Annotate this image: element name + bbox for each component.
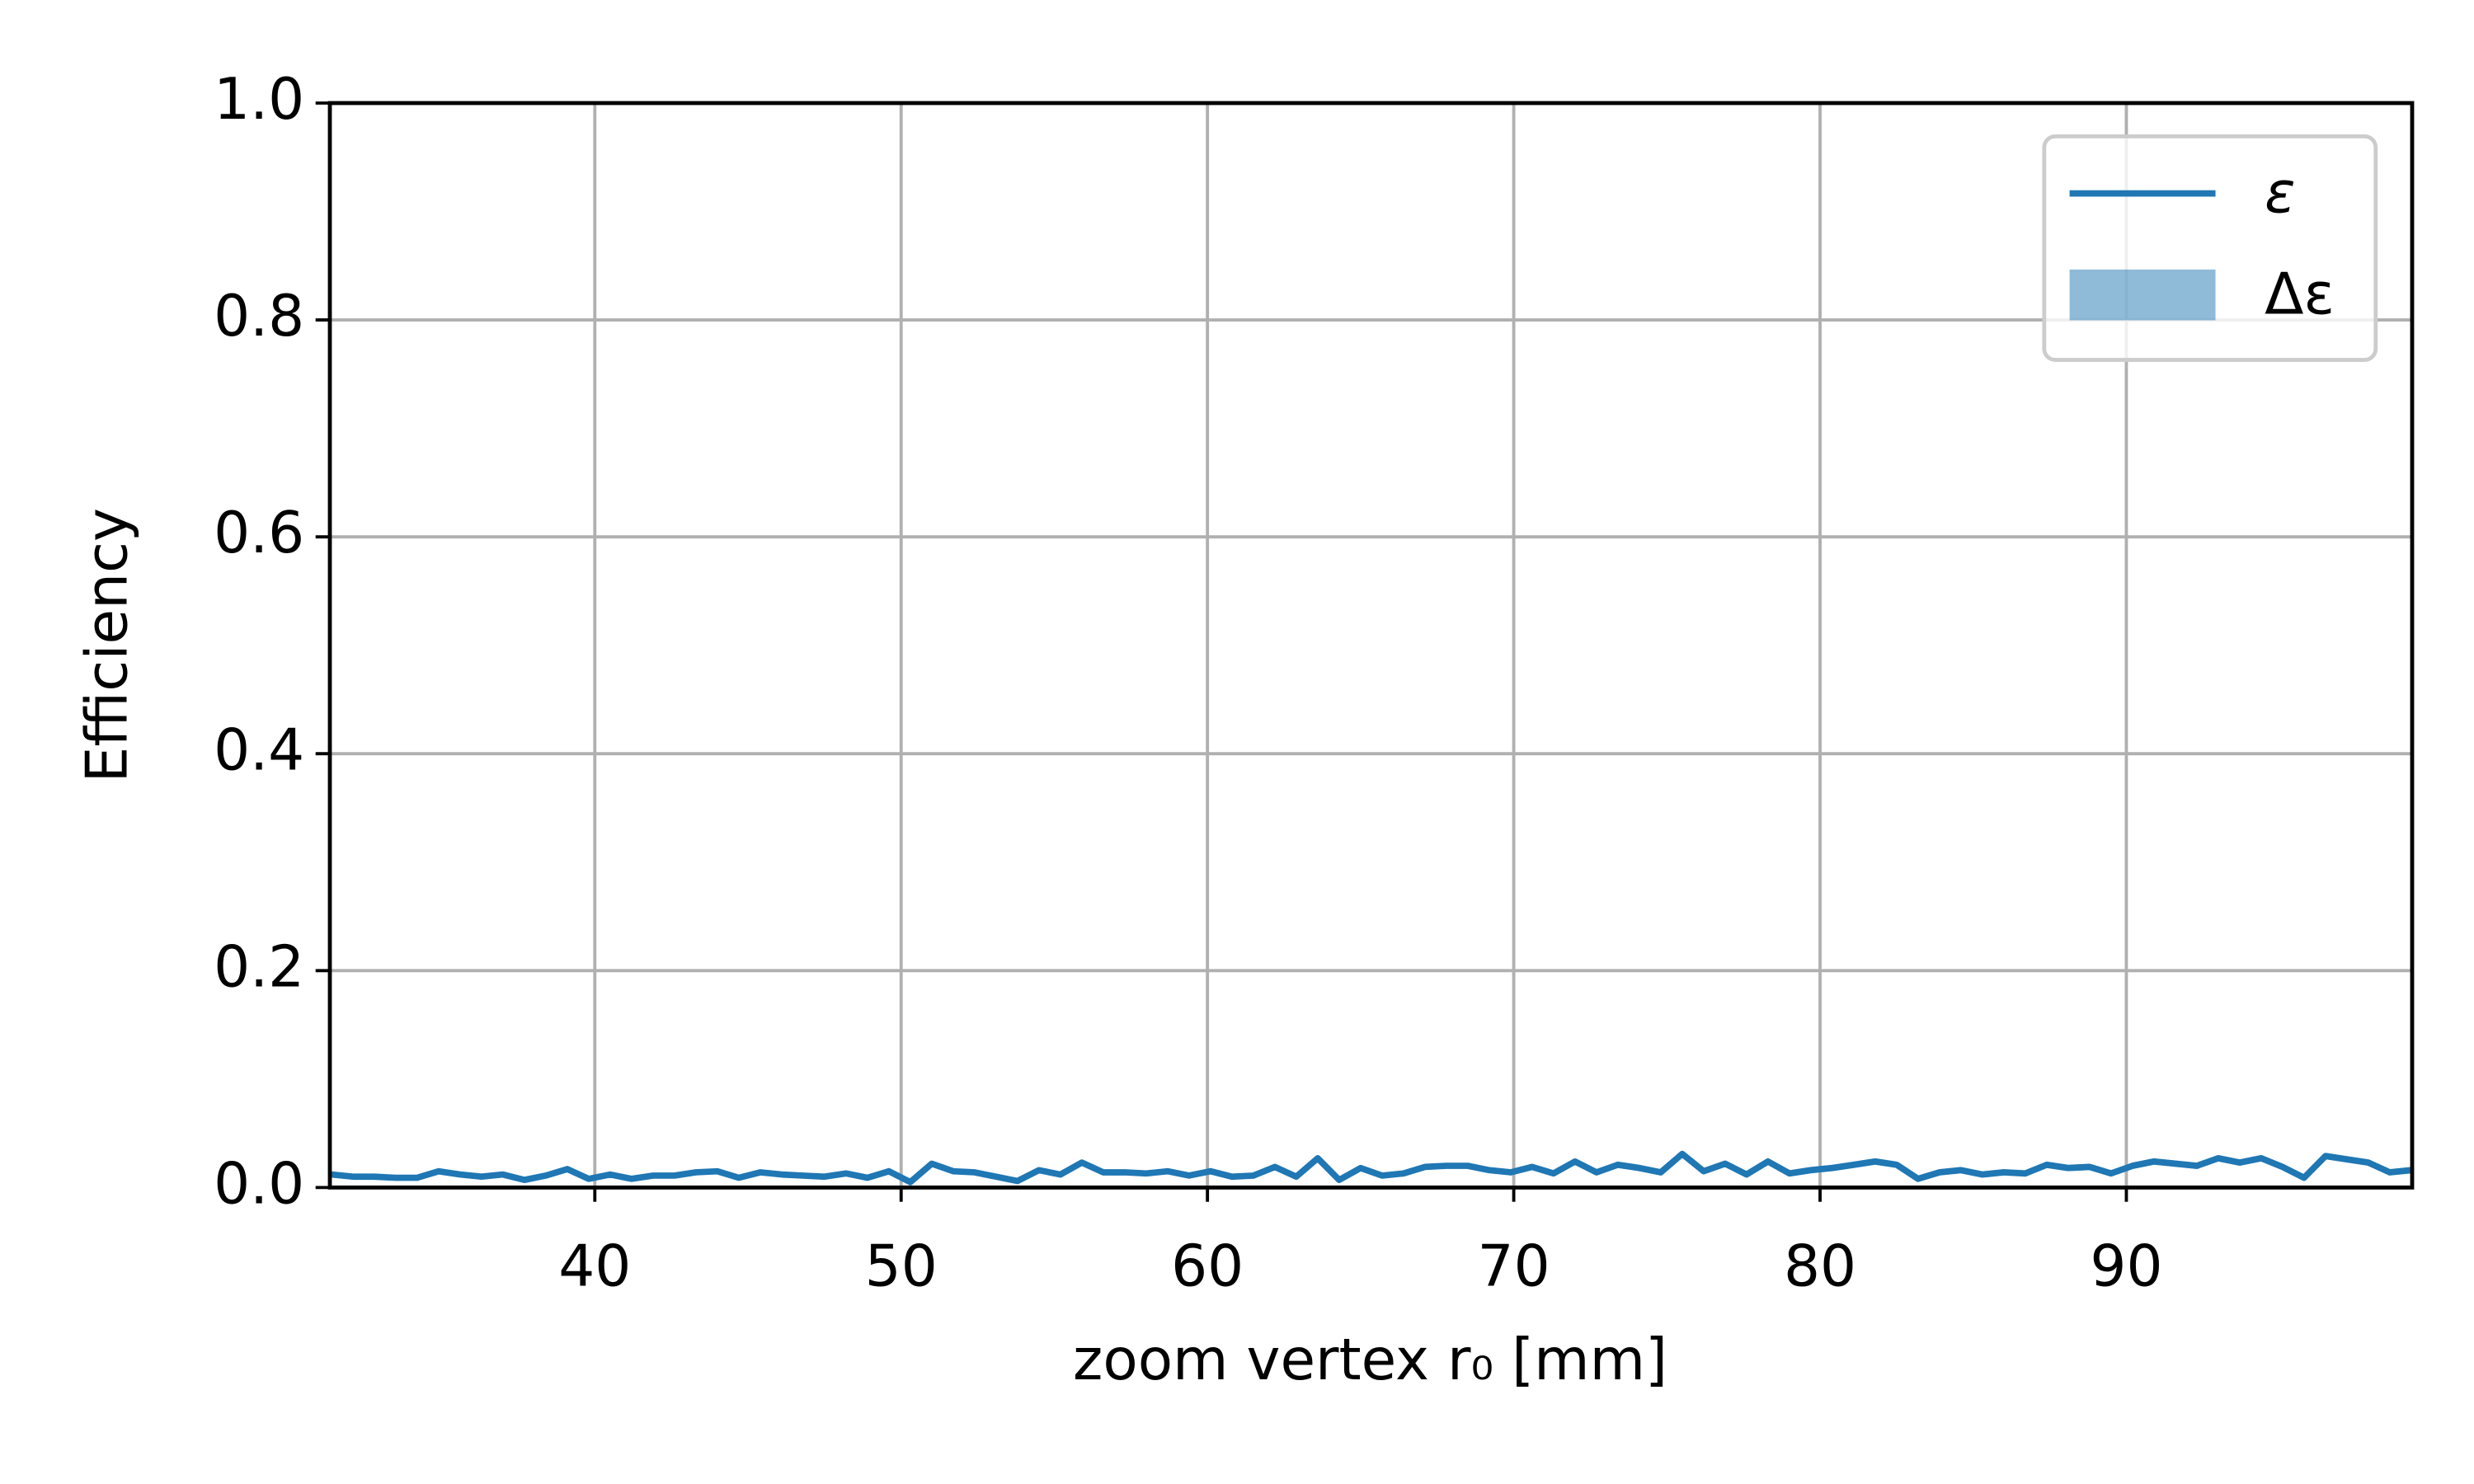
- y-tick-label: 0.8: [214, 284, 304, 350]
- y-axis-label: Efficiency: [75, 508, 141, 782]
- y-tick-label: 0.6: [214, 500, 304, 566]
- legend-label: Δε: [2265, 262, 2335, 328]
- y-tick-label: 0.0: [214, 1151, 304, 1217]
- legend-label: ε: [2265, 160, 2295, 226]
- plot-area: [330, 101, 2412, 1190]
- y-tick-label: 0.4: [214, 717, 304, 783]
- x-tick-label: 40: [558, 1233, 631, 1299]
- x-tick-label: 90: [2090, 1233, 2162, 1299]
- y-tick-label: 0.2: [214, 934, 304, 1000]
- legend-patch: [2069, 269, 2216, 321]
- x-tick-label: 80: [1784, 1233, 1856, 1299]
- x-tick-label: 70: [1478, 1233, 1550, 1299]
- x-tick-label: 50: [865, 1233, 938, 1299]
- y-tick-label: 1.0: [214, 67, 304, 133]
- x-tick-label: 60: [1171, 1233, 1244, 1299]
- x-axis-label: zoom vertex r₀ [mm]: [1073, 1327, 1667, 1393]
- line: [331, 1150, 2412, 1186]
- axes-frame: [327, 101, 2415, 1190]
